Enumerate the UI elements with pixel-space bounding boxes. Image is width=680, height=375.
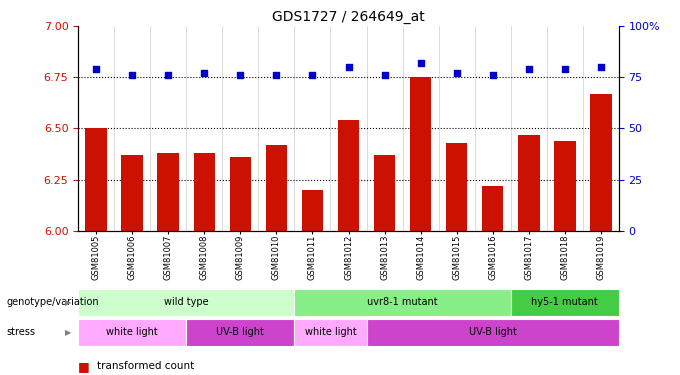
- Bar: [590, 94, 611, 231]
- Point: [487, 72, 498, 78]
- Point: [271, 72, 282, 78]
- Text: genotype/variation: genotype/variation: [7, 297, 99, 307]
- Bar: [410, 77, 431, 231]
- Point: [199, 70, 209, 76]
- Bar: [230, 157, 251, 231]
- Bar: [302, 190, 323, 231]
- Point: [126, 72, 137, 78]
- Bar: [374, 155, 395, 231]
- Text: hy5-1 mutant: hy5-1 mutant: [531, 297, 598, 307]
- Point: [524, 66, 534, 72]
- Text: UV-B light: UV-B light: [469, 327, 517, 337]
- Bar: [482, 186, 503, 231]
- Point: [307, 72, 318, 78]
- Text: wild type: wild type: [164, 297, 209, 307]
- Point: [452, 70, 462, 76]
- Point: [235, 72, 246, 78]
- Bar: [446, 143, 467, 231]
- Title: GDS1727 / 264649_at: GDS1727 / 264649_at: [272, 10, 425, 24]
- Bar: [122, 155, 143, 231]
- Text: ▶: ▶: [65, 328, 71, 337]
- Text: uvr8-1 mutant: uvr8-1 mutant: [367, 297, 438, 307]
- Point: [90, 66, 102, 72]
- Text: transformed count: transformed count: [97, 362, 194, 371]
- Bar: [338, 120, 359, 231]
- Bar: [266, 145, 287, 231]
- Point: [163, 72, 174, 78]
- Text: ■: ■: [78, 360, 90, 373]
- Text: stress: stress: [7, 327, 36, 337]
- Text: ▶: ▶: [65, 298, 71, 307]
- Bar: [86, 128, 107, 231]
- Point: [343, 64, 354, 70]
- Bar: [554, 141, 575, 231]
- Text: white light: white light: [305, 327, 356, 337]
- Text: UV-B light: UV-B light: [216, 327, 265, 337]
- Point: [559, 66, 570, 72]
- Bar: [158, 153, 179, 231]
- Text: white light: white light: [106, 327, 158, 337]
- Point: [596, 64, 607, 70]
- Point: [415, 60, 426, 66]
- Bar: [194, 153, 215, 231]
- Point: [379, 72, 390, 78]
- Bar: [518, 135, 539, 231]
